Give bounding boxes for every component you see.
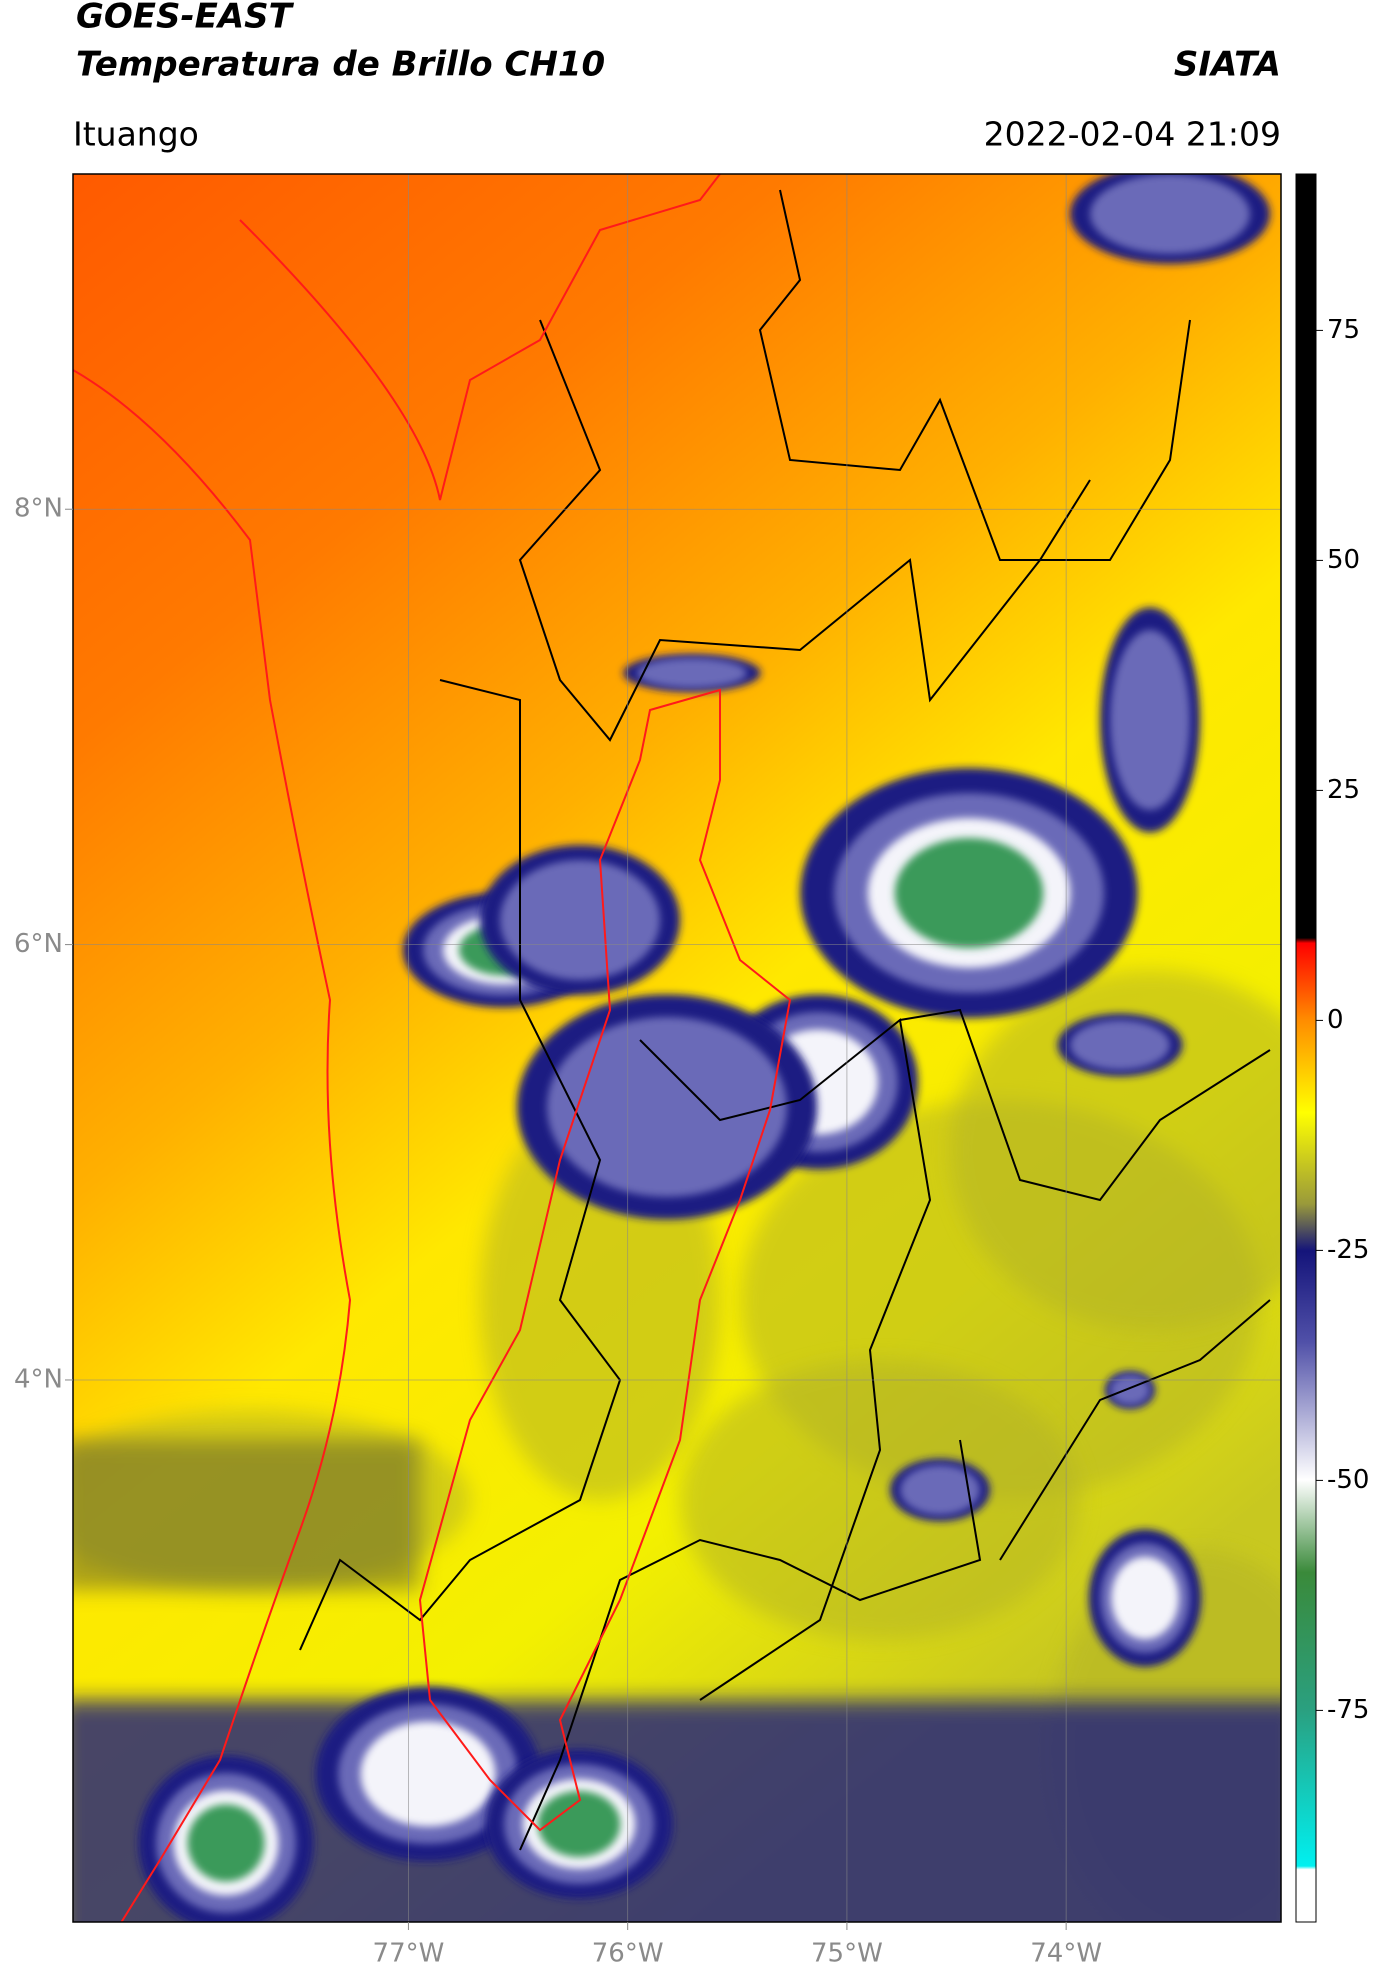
y-tick-label: 4°N <box>14 1364 63 1394</box>
grid <box>73 174 1281 1922</box>
cloud-cold <box>1090 174 1250 254</box>
cloud-cold <box>1110 630 1190 810</box>
map-image <box>73 174 1281 1922</box>
colorbar-tick-label: 75 <box>1327 315 1360 345</box>
y-tick-label: 6°N <box>14 929 63 959</box>
cloud-top <box>360 1721 496 1827</box>
y-tick-label: 8°N <box>14 494 63 524</box>
tick-layer: 77°W 76°W 75°W 74°W 8°N 6°N 4°N 75 50 25 0 -25 -50 -7… <box>14 315 1369 1969</box>
source: SIATA <box>1174 45 1281 85</box>
cloud-cold <box>500 860 660 980</box>
x-tick-label: 75°W <box>811 1939 883 1969</box>
cloud-cold <box>1070 1020 1170 1070</box>
cloud-cold <box>637 658 747 688</box>
title: GOES-EAST <box>76 0 295 37</box>
colorbar-tick-label: -25 <box>1327 1235 1369 1265</box>
cloud-layer <box>73 174 1281 1922</box>
x-tick-label: 74°W <box>1030 1939 1102 1969</box>
colorbar-tick-label: 25 <box>1327 775 1360 805</box>
x-tick-label: 77°W <box>373 1939 445 1969</box>
cloud-band <box>73 1440 420 1590</box>
cloud-thin <box>680 1360 1080 1640</box>
colorbar-tick-label: 0 <box>1327 1005 1344 1035</box>
map-frame <box>72 173 1282 1923</box>
cloud-thin <box>950 970 1281 1330</box>
colorbar-tick-label: -75 <box>1327 1695 1369 1725</box>
cloud-cold <box>900 1465 980 1515</box>
datetime: 2022-02-04 21:09 <box>984 115 1281 154</box>
cloud-cold <box>1110 1375 1150 1405</box>
cloud-top <box>1111 1556 1179 1640</box>
colorbar-tick-label: 50 <box>1327 545 1360 575</box>
subtitle: Temperatura de Brillo CH10 <box>76 45 605 85</box>
location: Ituango <box>73 115 199 154</box>
cloud-top <box>894 838 1044 948</box>
cloud-top <box>537 1791 621 1857</box>
cloud-cold <box>547 1017 787 1197</box>
coastline <box>73 174 792 1922</box>
x-tick-label: 76°W <box>592 1939 664 1969</box>
colorbar <box>1295 173 1317 1923</box>
colorbar-tick-label: -50 <box>1327 1465 1369 1495</box>
cloud-top <box>187 1804 265 1882</box>
